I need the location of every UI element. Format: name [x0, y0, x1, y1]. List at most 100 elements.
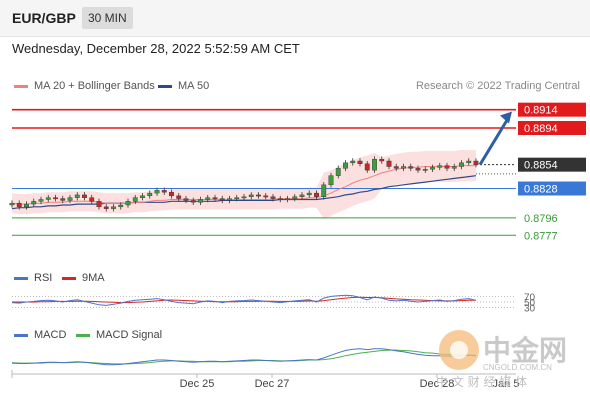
candle-body-43 [321, 184, 327, 197]
candle-body-18 [140, 195, 145, 198]
candle-body-42 [314, 192, 319, 197]
candle-body-34 [256, 194, 261, 197]
candle-body-60 [444, 165, 450, 169]
candle-body-44 [328, 175, 334, 186]
candle-body-35 [263, 195, 269, 198]
legend-rsi: RSI [14, 272, 52, 284]
candle-body-49 [364, 163, 370, 171]
level-label-5: 0.8777 [524, 230, 558, 242]
watermark-logo-text: 中金网 [483, 334, 567, 367]
candle-body-61 [451, 166, 457, 169]
candle-body-29 [219, 198, 225, 201]
level-tag-3 [518, 181, 586, 196]
candle-body-2 [24, 203, 29, 208]
x-tick-label-3: Jan 5 [493, 378, 520, 390]
candle-body-56 [415, 168, 421, 171]
x-tick-label-2: Dec 28 [420, 378, 455, 390]
candle-body-19 [147, 192, 153, 197]
legend-rsi-ma: 9MA [62, 272, 105, 284]
candle-body-21 [161, 190, 167, 193]
candle-body-4 [38, 199, 44, 202]
candle-body-3 [31, 201, 37, 205]
candle-body-54 [401, 166, 406, 169]
candle-body-50 [372, 158, 377, 171]
candle-body-58 [430, 167, 435, 170]
forecast-arrow-head-icon [500, 111, 512, 124]
legend-macd-signal-label: MACD Signal [96, 329, 163, 341]
candle-body-13 [103, 206, 109, 209]
datetime-label: Wednesday, December 28, 2022 5:52:59 AM … [12, 41, 300, 56]
legend-macd-signal: MACD Signal [76, 329, 162, 341]
legend-rsi-label: RSI [34, 272, 53, 284]
candle-body-9 [74, 194, 80, 198]
candle-body-17 [132, 197, 138, 202]
candle-body-24 [183, 198, 189, 201]
x-tick-label-1: Dec 27 [255, 378, 290, 390]
legend-ma20: MA 20 + Bollinger Bands [14, 80, 155, 92]
level-label-3: 0.8828 [524, 184, 558, 196]
rsi-level-label-2: 30 [524, 304, 536, 315]
legend-rsi-ma-label: 9MA [82, 272, 105, 284]
watermark-tagline: 中 文 财 经 媒 体 [436, 374, 527, 389]
credit-label: Research © 2022 Trading Central [415, 80, 580, 92]
candle-body-48 [357, 160, 363, 164]
candle-body-63 [466, 160, 472, 164]
candle-body-40 [299, 194, 305, 197]
rsi-level-label-1: 50 [524, 298, 536, 309]
candle-body-10 [82, 194, 87, 198]
candle-body-36 [270, 196, 276, 199]
candle-body-27 [205, 197, 211, 200]
header-bar: EUR/GBP 30 MIN [0, 0, 590, 37]
rsi-ma-swatch-icon [62, 276, 76, 280]
legend-ma50-label: MA 50 [178, 80, 210, 92]
level-label-2: 0.8854 [524, 160, 558, 172]
timeframe-badge[interactable]: 30 MIN [82, 7, 133, 29]
legend-ma20-label: MA 20 + Bollinger Bands [34, 80, 155, 92]
macd-line [11, 348, 477, 366]
candle-body-38 [285, 198, 290, 200]
legend-macd: MACD [14, 329, 66, 341]
candle-body-64 [473, 160, 479, 165]
candle-body-31 [234, 197, 240, 200]
level-tag-2 [518, 157, 586, 172]
candle-body-37 [277, 198, 283, 200]
candle-body-20 [154, 190, 160, 194]
candle-body-53 [393, 166, 399, 169]
rsi-level-label-0: 70 [524, 292, 536, 303]
candle-body-25 [190, 200, 196, 203]
candle-body-22 [169, 191, 174, 197]
rsi-swatch-icon [14, 276, 28, 280]
candle-body-41 [306, 192, 312, 196]
watermark-site: CNGOLD.COM.CN [483, 363, 552, 372]
macd-signal-swatch-icon [76, 333, 90, 337]
pair-title: EUR/GBP [12, 10, 76, 26]
watermark-logo-inner-icon [450, 341, 468, 359]
candle-body-15 [118, 204, 124, 208]
candle-body-1 [16, 202, 22, 208]
candle-body-55 [408, 166, 414, 169]
candle-body-16 [125, 201, 131, 206]
bollinger-swatch-icon [14, 84, 28, 88]
watermark: 中金网 CNGOLD.COM.CN 中 文 财 经 媒 体 [436, 330, 567, 389]
candle-body-47 [350, 160, 356, 164]
level-label-1: 0.8894 [524, 123, 558, 135]
candle-body-26 [198, 199, 203, 203]
rsi-line [11, 294, 477, 306]
candle-body-57 [422, 169, 428, 171]
candle-body-12 [96, 201, 102, 208]
candle-body-51 [379, 158, 385, 162]
candle-body-7 [60, 198, 66, 201]
macd-swatch-icon [14, 333, 28, 337]
level-label-4: 0.8796 [524, 213, 558, 225]
candle-body-23 [176, 195, 182, 199]
x-tick-label-0: Dec 25 [180, 378, 215, 390]
candle-body-8 [67, 197, 73, 201]
candle-body-52 [386, 160, 392, 167]
candle-body-45 [335, 168, 341, 176]
candle-body-6 [53, 197, 58, 200]
candle-body-28 [212, 197, 218, 200]
candle-body-11 [89, 197, 95, 202]
legend-macd-label: MACD [34, 329, 67, 341]
candle-body-14 [111, 206, 116, 209]
